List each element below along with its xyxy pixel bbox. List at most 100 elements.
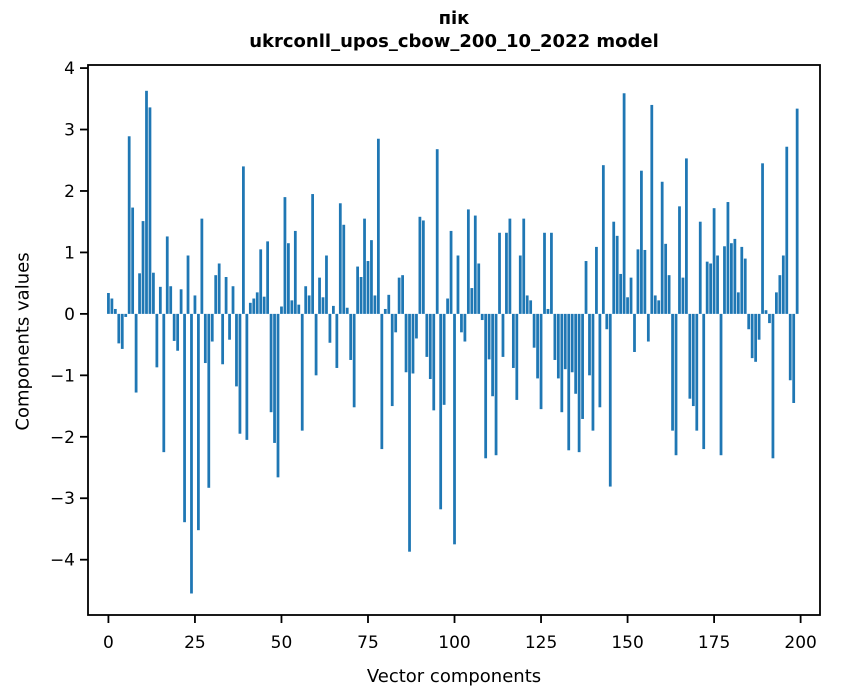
bar <box>608 313 612 487</box>
bar <box>131 207 135 314</box>
bar <box>622 93 626 314</box>
bar <box>640 170 643 314</box>
bar <box>318 277 321 314</box>
bar <box>408 313 411 552</box>
bar <box>165 236 169 314</box>
y-tick-label: 4 <box>64 59 75 79</box>
bar <box>352 313 356 408</box>
bar <box>460 313 463 333</box>
bar <box>685 158 688 314</box>
bar <box>390 313 394 407</box>
bar <box>338 203 342 314</box>
bar <box>356 266 359 314</box>
bar <box>477 263 481 314</box>
bar <box>595 246 598 314</box>
bar <box>702 313 706 450</box>
bar <box>110 298 114 314</box>
bar <box>432 313 436 411</box>
bar <box>723 246 726 314</box>
bar <box>224 277 228 314</box>
bar <box>179 289 183 314</box>
bar <box>290 300 294 314</box>
bar <box>626 297 629 314</box>
bar <box>650 104 654 314</box>
bar <box>678 206 681 314</box>
bar <box>425 313 429 357</box>
chart-subtitle: ukrconll_upos_cbow_200_10_2022 model <box>249 31 659 52</box>
bar <box>380 313 384 450</box>
bar <box>383 308 387 314</box>
y-tick-label: −4 <box>50 551 75 571</box>
bar <box>252 298 256 314</box>
bar <box>145 90 148 314</box>
x-tick-label: 100 <box>438 633 470 653</box>
bar <box>276 313 280 478</box>
bar <box>629 277 633 314</box>
bar <box>505 232 508 314</box>
bar <box>138 273 141 314</box>
chart-title: пік <box>438 8 470 29</box>
bar <box>688 313 692 399</box>
bar <box>664 243 668 314</box>
bar <box>730 243 733 314</box>
bar <box>743 258 747 314</box>
bar <box>550 232 553 314</box>
bar <box>633 313 636 352</box>
bar <box>366 261 370 314</box>
bar <box>311 194 314 314</box>
bar <box>775 292 778 314</box>
bar <box>653 295 657 314</box>
bar <box>532 313 536 348</box>
bar <box>740 246 744 314</box>
bar <box>546 308 550 314</box>
bar <box>321 297 325 314</box>
bar <box>411 313 415 374</box>
bar <box>297 304 301 314</box>
bar <box>681 277 685 314</box>
bar <box>619 273 623 314</box>
bar <box>404 313 408 373</box>
bar <box>373 295 377 314</box>
bar <box>269 313 273 413</box>
bar <box>491 313 494 397</box>
bar <box>238 313 242 434</box>
bar <box>231 286 235 314</box>
bar <box>511 313 515 368</box>
x-tick-label: 50 <box>271 633 293 653</box>
bar <box>660 181 664 314</box>
bar <box>228 313 231 340</box>
bar <box>636 249 640 314</box>
bar <box>522 218 526 314</box>
bar <box>761 163 764 314</box>
y-tick-label: 0 <box>64 305 75 325</box>
bar <box>591 313 595 431</box>
bar <box>273 313 276 443</box>
bar <box>359 277 363 314</box>
bar <box>691 313 695 407</box>
bar <box>771 313 775 459</box>
bar <box>466 209 470 314</box>
bar <box>698 221 702 314</box>
bar <box>764 310 768 314</box>
bar <box>186 255 190 314</box>
bar <box>525 295 529 314</box>
bar <box>560 313 564 413</box>
bar <box>439 313 443 510</box>
bar <box>442 313 446 405</box>
bar <box>255 292 259 314</box>
x-tick-label: 125 <box>525 633 557 653</box>
bar <box>193 295 197 314</box>
bar <box>781 255 785 314</box>
bar <box>120 313 124 349</box>
bar <box>449 230 453 314</box>
bar <box>498 232 501 314</box>
bar <box>788 313 792 381</box>
bar <box>539 313 543 410</box>
bar <box>141 221 145 314</box>
bar <box>577 313 581 453</box>
bar <box>363 218 366 314</box>
bar <box>183 313 186 523</box>
bar <box>242 166 245 314</box>
bar <box>214 275 218 314</box>
